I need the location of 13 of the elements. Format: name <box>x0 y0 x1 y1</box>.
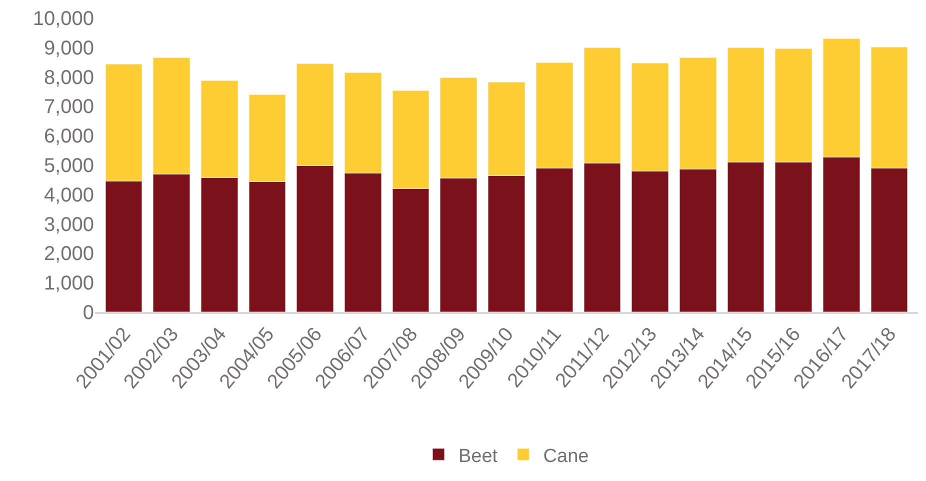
y-tick-label: 5,000 <box>44 155 94 177</box>
y-tick-label: 2,000 <box>44 243 94 266</box>
y-tick-label: 6,000 <box>44 126 94 148</box>
y-tick-label: 3,000 <box>44 214 94 236</box>
y-tick-label: 7,000 <box>44 96 94 118</box>
y-tick-label: 1,000 <box>44 272 94 295</box>
legend-label: Cane <box>543 446 589 467</box>
y-tick-label: 4,000 <box>44 184 94 206</box>
y-tick-label: 8,000 <box>44 66 94 89</box>
legend-label: Beet <box>458 446 498 467</box>
y-tick-label: 9,000 <box>44 37 94 60</box>
y-tick-label: 10,000 <box>32 8 94 30</box>
y-tick-label: 0 <box>82 302 94 324</box>
